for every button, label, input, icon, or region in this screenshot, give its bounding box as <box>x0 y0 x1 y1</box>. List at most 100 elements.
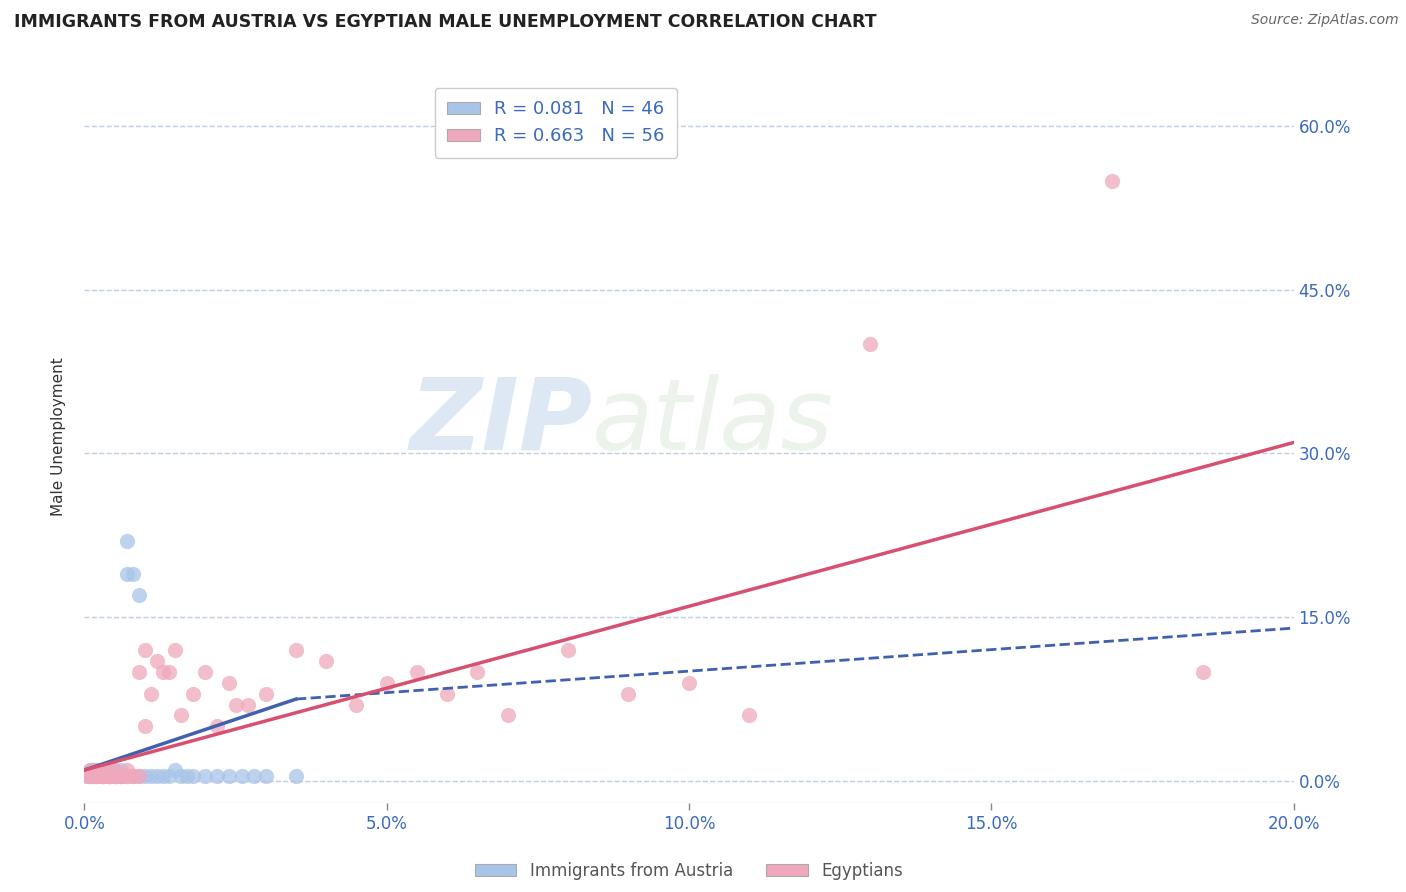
Point <box>436 687 458 701</box>
Point <box>121 566 143 581</box>
Point <box>86 763 108 777</box>
Point <box>128 768 150 782</box>
Point <box>104 763 127 777</box>
Point <box>242 768 264 782</box>
Point <box>157 768 180 782</box>
Point <box>285 768 308 782</box>
Point <box>82 763 104 777</box>
Point <box>115 763 138 777</box>
Point <box>194 768 217 782</box>
Point <box>146 768 169 782</box>
Point <box>97 768 120 782</box>
Point <box>110 768 132 782</box>
Point <box>254 687 277 701</box>
Point <box>91 768 114 782</box>
Point <box>91 768 114 782</box>
Point <box>104 768 127 782</box>
Point <box>104 768 127 782</box>
Point <box>254 768 277 782</box>
Point <box>128 768 150 782</box>
Point <box>121 768 143 782</box>
Text: ZIP: ZIP <box>409 374 592 471</box>
Point <box>121 768 143 782</box>
Point <box>1101 173 1123 187</box>
Point <box>139 687 162 701</box>
Text: IMMIGRANTS FROM AUSTRIA VS EGYPTIAN MALE UNEMPLOYMENT CORRELATION CHART: IMMIGRANTS FROM AUSTRIA VS EGYPTIAN MALE… <box>14 13 877 31</box>
Point <box>86 768 108 782</box>
Point <box>91 768 114 782</box>
Point <box>134 643 156 657</box>
Point <box>91 768 114 782</box>
Point <box>91 763 114 777</box>
Point <box>86 763 108 777</box>
Point <box>165 763 187 777</box>
Point <box>181 687 204 701</box>
Text: Source: ZipAtlas.com: Source: ZipAtlas.com <box>1251 13 1399 28</box>
Point <box>97 768 120 782</box>
Legend: Immigrants from Austria, Egyptians: Immigrants from Austria, Egyptians <box>468 855 910 887</box>
Point <box>104 763 127 777</box>
Point <box>115 768 138 782</box>
Point <box>79 768 101 782</box>
Point <box>236 698 259 712</box>
Point <box>496 708 519 723</box>
Point <box>678 675 700 690</box>
Point <box>121 768 143 782</box>
Point <box>231 768 253 782</box>
Point <box>91 768 114 782</box>
Point <box>128 588 150 602</box>
Point <box>859 337 882 351</box>
Point <box>157 665 180 679</box>
Point <box>225 698 247 712</box>
Point <box>557 643 579 657</box>
Point <box>110 768 132 782</box>
Point <box>1192 665 1215 679</box>
Point <box>79 763 101 777</box>
Point <box>115 566 138 581</box>
Point <box>76 768 98 782</box>
Point <box>79 768 101 782</box>
Point <box>76 768 98 782</box>
Point <box>467 665 489 679</box>
Point <box>315 654 337 668</box>
Point <box>170 768 193 782</box>
Point <box>128 665 150 679</box>
Point <box>79 763 101 777</box>
Point <box>104 768 127 782</box>
Point <box>406 665 429 679</box>
Point <box>218 675 240 690</box>
Point <box>134 768 156 782</box>
Point <box>207 719 229 733</box>
Point <box>97 763 120 777</box>
Point <box>176 768 198 782</box>
Point <box>97 768 120 782</box>
Point <box>194 665 217 679</box>
Point <box>91 763 114 777</box>
Point <box>97 768 120 782</box>
Point <box>146 654 169 668</box>
Point <box>91 768 114 782</box>
Point <box>134 719 156 733</box>
Point <box>285 643 308 657</box>
Point <box>617 687 640 701</box>
Point <box>82 768 104 782</box>
Point <box>86 768 108 782</box>
Point <box>218 768 240 782</box>
Point <box>86 768 108 782</box>
Point <box>346 698 368 712</box>
Point <box>207 768 229 782</box>
Point <box>181 768 204 782</box>
Point <box>86 763 108 777</box>
Point <box>115 768 138 782</box>
Point <box>165 643 187 657</box>
Point <box>152 665 174 679</box>
Point <box>110 768 132 782</box>
Point <box>738 708 761 723</box>
Point <box>110 763 132 777</box>
Point <box>97 768 120 782</box>
Point <box>170 708 193 723</box>
Point <box>97 763 120 777</box>
Y-axis label: Male Unemployment: Male Unemployment <box>51 358 66 516</box>
Point <box>115 533 138 548</box>
Point <box>110 768 132 782</box>
